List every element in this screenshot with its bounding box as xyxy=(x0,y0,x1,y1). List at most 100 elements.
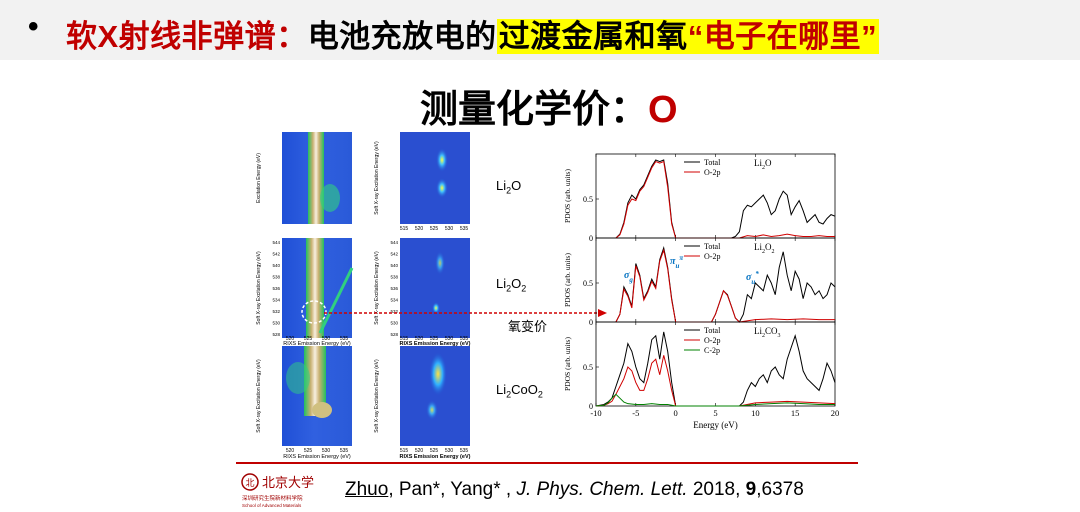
right-ytick: 544 xyxy=(390,240,398,245)
right-xlabel-row2: RIXS Emission Energy (eV) xyxy=(400,341,471,347)
left-xtick: 535 xyxy=(340,336,349,342)
xtick-label: 20 xyxy=(831,408,840,418)
legend-label: Total xyxy=(704,158,721,167)
right-xtick: 530 xyxy=(445,336,454,342)
left-xtick: 535 xyxy=(340,448,349,454)
cite-journal: J. Phys. Chem. Lett. xyxy=(516,479,688,500)
xtick-label: 5 xyxy=(713,408,717,418)
subtitle-element: O xyxy=(648,89,678,131)
right-xtick: 515 xyxy=(400,336,409,342)
logo-name: 北京大学 xyxy=(262,475,314,490)
right-xtick: 515 xyxy=(400,226,409,232)
oxidation-label: 氧变价 xyxy=(508,319,548,334)
title-part-2: 电池充放电的 xyxy=(307,19,497,54)
left-ylabel-row1: Excitation Energy (eV) xyxy=(256,153,262,203)
slide-title: 软X射线非弹谱：电池充放电的过渡金属和氧“电子在哪里” xyxy=(66,11,880,56)
ytick-label: 0.5 xyxy=(583,363,593,372)
xtick-label: 10 xyxy=(751,408,760,418)
right-xtick: 525 xyxy=(430,336,439,342)
title-part-4: “电子在哪里” xyxy=(687,19,878,54)
title-part-1: 软X射线非弹谱： xyxy=(66,19,308,54)
series-line-total xyxy=(615,245,836,323)
xtick-label: 15 xyxy=(791,408,800,418)
right-ylabel-row2: Soft X-ray Excitation Energy (eV) xyxy=(374,251,380,325)
ytick-label: 0 xyxy=(589,402,593,411)
panel-compound-label: Li2CO3 xyxy=(754,326,781,339)
right-ytick: 530 xyxy=(390,321,398,326)
right-ytick: 542 xyxy=(390,252,398,257)
title-highlight: 过渡金属和氧“电子在哪里” xyxy=(496,19,880,54)
right-xtick: 520 xyxy=(415,226,424,232)
legend-label: Total xyxy=(704,242,721,251)
series-line-o-2p xyxy=(595,355,836,407)
right-ytick: 532 xyxy=(390,309,398,314)
legend-label: C-2p xyxy=(704,346,720,355)
xtick-label: -10 xyxy=(590,408,601,418)
footer-divider xyxy=(236,462,858,464)
citation: Zhuo, Pan*, Yang* , J. Phys. Chem. Lett.… xyxy=(345,479,804,501)
left-ytick: 540 xyxy=(272,263,280,268)
orbital-annotation: πuπ xyxy=(670,254,683,270)
ytick-label: 0 xyxy=(589,318,593,327)
orbital-annotation: σg xyxy=(624,270,633,284)
right-ytick: 540 xyxy=(390,263,398,268)
left-ytick: 530 xyxy=(272,321,280,326)
rixs-map-li2coo2-left xyxy=(282,346,352,446)
left-xtick: 530 xyxy=(322,448,331,454)
series-line-c-2p xyxy=(595,393,835,407)
y-axis-label: PDOS (arb. units) xyxy=(563,169,572,223)
subtitle-text: 测量化学价： xyxy=(420,89,649,131)
legend-label: O-2p xyxy=(704,168,720,177)
left-xticks: 520 520 525 525 530 530 535 535 xyxy=(286,336,349,454)
y-axis-label: PDOS (arb. units) xyxy=(563,253,572,307)
legend-label: O-2p xyxy=(704,336,720,345)
map-label-li2coo2: Li2CoO2 xyxy=(496,382,543,400)
pku-logo: 北 北京大学 深圳研究生院新材料学院 School of Advanced Ma… xyxy=(241,473,314,508)
left-ytick: 538 xyxy=(272,275,280,280)
series-line-o-2p xyxy=(615,160,835,239)
cite-volume: 9 xyxy=(745,479,757,500)
right-xtick: 525 xyxy=(430,226,439,232)
rixs-map-li2o-right xyxy=(400,132,470,224)
left-xtick: 520 xyxy=(286,336,295,342)
xtick-label: -5 xyxy=(632,408,639,418)
ytick-label: 0.5 xyxy=(583,279,593,288)
left-ylabel-row3: Soft X-ray Excitation Energy (eV) xyxy=(256,359,262,433)
left-yticks-row2: 544 542 540 538 536 534 532 530 528 xyxy=(272,240,280,337)
right-xtick: 520 xyxy=(415,336,424,342)
cite-year: 2018, xyxy=(687,479,746,500)
series-line-o-2p xyxy=(615,248,835,323)
x-axis-label: Energy (eV) xyxy=(693,420,738,430)
right-ytick: 536 xyxy=(390,286,398,291)
right-xticks: 515 515 515 520 520 520 525 525 525 530 530 530 535 5… xyxy=(400,226,469,454)
ytick-label: 0 xyxy=(589,234,593,243)
left-xtick: 530 xyxy=(322,336,331,342)
pdos-chart: 00.5TotalO-2pLi2O00.5TotalO-2pLi2O2σgπuπ… xyxy=(563,153,840,430)
left-ytick: 544 xyxy=(272,240,280,245)
y-axis-label: PDOS (arb. units) xyxy=(563,337,572,391)
left-ytick: 542 xyxy=(272,252,280,257)
right-xtick: 530 xyxy=(445,226,454,232)
cite-author1: Zhuo xyxy=(345,479,389,500)
right-xtick: 525 xyxy=(430,448,439,454)
right-xtick: 535 xyxy=(460,336,469,342)
series-line-total xyxy=(615,159,836,239)
right-ytick: 528 xyxy=(390,332,398,337)
left-ytick: 536 xyxy=(272,286,280,291)
oxidation-arrow xyxy=(324,309,607,317)
left-xtick: 525 xyxy=(304,336,313,342)
left-ytick: 532 xyxy=(272,309,280,314)
left-xtick: 525 xyxy=(304,448,313,454)
left-ytick: 528 xyxy=(272,332,280,337)
right-xtick: 515 xyxy=(400,448,409,454)
map-label-li2o: Li2O xyxy=(496,178,522,196)
rixs-map-li2o-left xyxy=(282,132,352,224)
right-ylabel-row3: Soft X-ray Excitation Energy (eV) xyxy=(374,359,380,433)
right-xlabel-row3: RIXS Emission Energy (eV) xyxy=(400,454,471,460)
right-xtick: 520 xyxy=(415,448,424,454)
left-xtick: 520 xyxy=(286,448,295,454)
right-xtick: 535 xyxy=(460,448,469,454)
left-ytick: 534 xyxy=(272,298,280,303)
cite-rest: , Pan*, Yang* , xyxy=(388,479,517,500)
xtick-label: 0 xyxy=(674,408,678,418)
